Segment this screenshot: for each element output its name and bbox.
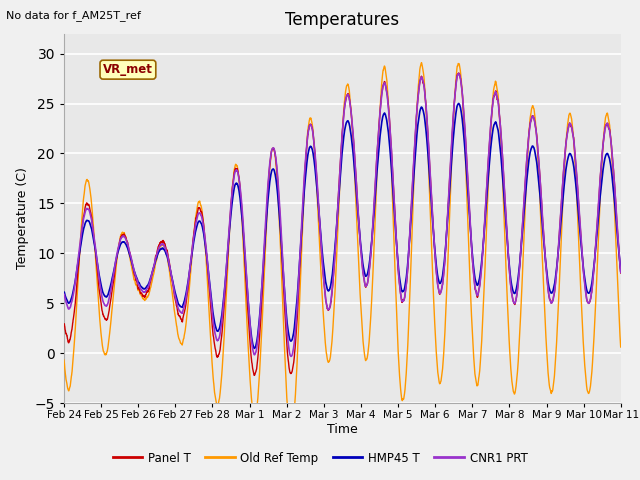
Panel T: [179, 313, 187, 319]
HMP45 T: [455, 101, 463, 107]
HMP45 T: [250, 346, 258, 351]
HMP45 T: [397, 284, 404, 289]
Panel T: [564, 125, 572, 131]
Line: CNR1 PRT: CNR1 PRT: [64, 73, 621, 356]
Title: Temperatures: Temperatures: [285, 11, 399, 29]
Line: Old Ref Temp: Old Ref Temp: [64, 63, 621, 433]
Panel T: [250, 372, 258, 378]
CNR1 PRT: [179, 307, 187, 312]
Old Ref Temp: [287, 430, 294, 436]
X-axis label: Time: Time: [327, 423, 358, 436]
CNR1 PRT: [617, 270, 625, 276]
Old Ref Temp: [179, 337, 187, 343]
CNR1 PRT: [406, 218, 414, 224]
Panel T: [617, 269, 625, 275]
HMP45 T: [216, 325, 223, 331]
HMP45 T: [179, 301, 187, 307]
Text: VR_met: VR_met: [103, 63, 153, 76]
Panel T: [617, 270, 625, 276]
HMP45 T: [60, 289, 68, 295]
Old Ref Temp: [617, 344, 625, 350]
HMP45 T: [564, 154, 572, 160]
CNR1 PRT: [60, 291, 68, 297]
Old Ref Temp: [418, 60, 426, 66]
Old Ref Temp: [617, 344, 625, 349]
Old Ref Temp: [60, 357, 68, 363]
Text: No data for f_AM25T_ref: No data for f_AM25T_ref: [6, 10, 141, 21]
Old Ref Temp: [564, 117, 572, 123]
HMP45 T: [406, 222, 414, 228]
Line: HMP45 T: HMP45 T: [64, 104, 621, 348]
Y-axis label: Temperature (C): Temperature (C): [16, 168, 29, 269]
Old Ref Temp: [406, 272, 414, 277]
CNR1 PRT: [564, 125, 572, 131]
CNR1 PRT: [397, 292, 404, 298]
Panel T: [455, 70, 463, 76]
CNR1 PRT: [617, 269, 625, 275]
HMP45 T: [617, 266, 625, 272]
CNR1 PRT: [287, 353, 295, 359]
Panel T: [406, 216, 414, 222]
Legend: Panel T, Old Ref Temp, HMP45 T, CNR1 PRT: Panel T, Old Ref Temp, HMP45 T, CNR1 PRT: [108, 447, 532, 469]
Line: Panel T: Panel T: [64, 73, 621, 375]
CNR1 PRT: [455, 71, 463, 76]
Panel T: [60, 321, 68, 327]
Old Ref Temp: [216, 396, 223, 401]
Old Ref Temp: [397, 388, 404, 394]
Panel T: [397, 293, 404, 299]
CNR1 PRT: [216, 334, 223, 339]
Panel T: [216, 349, 223, 355]
HMP45 T: [617, 266, 625, 272]
